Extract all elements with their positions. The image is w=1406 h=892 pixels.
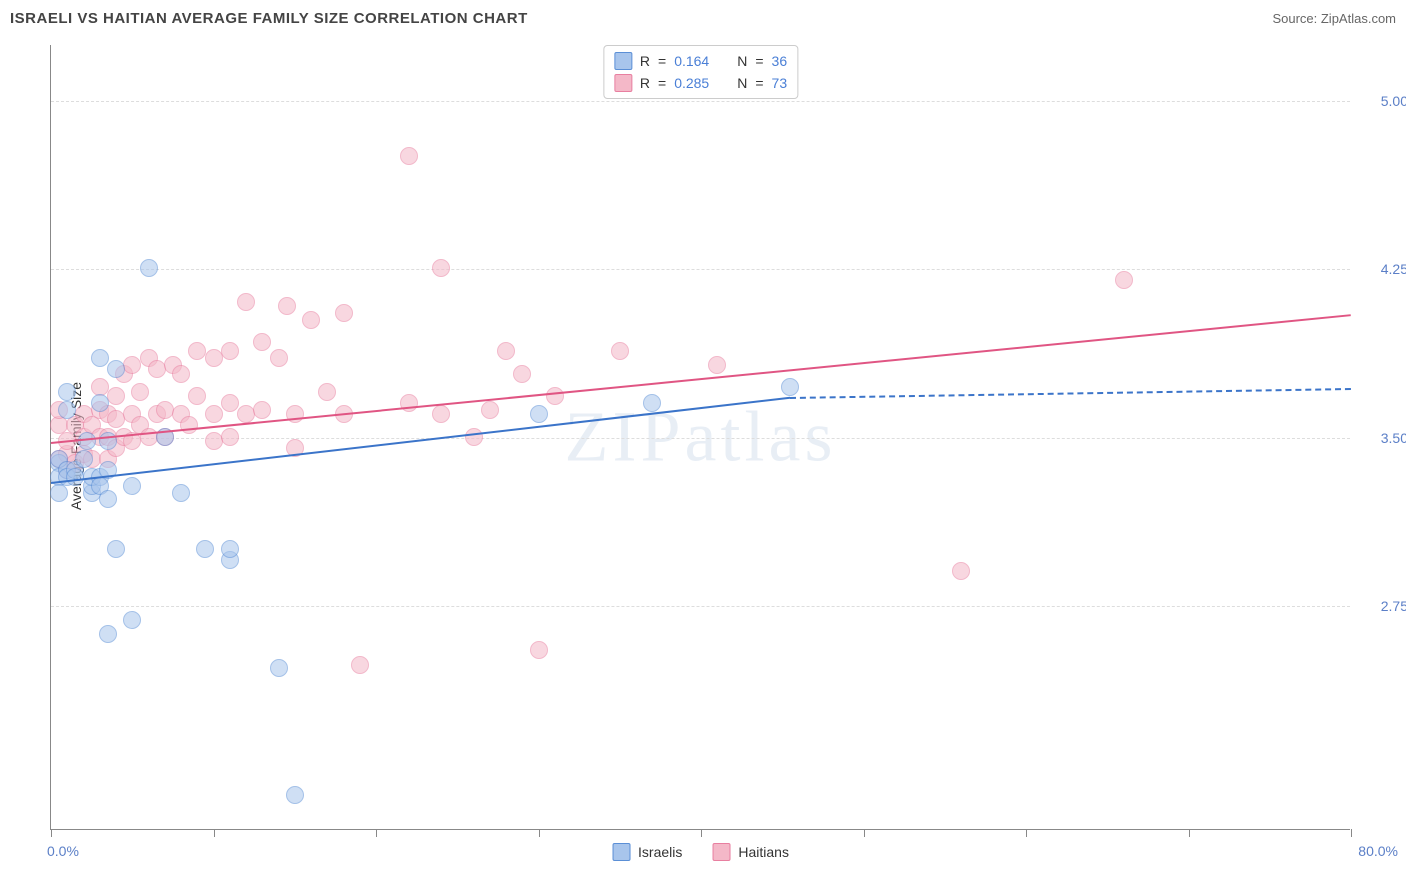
data-point-haitians (952, 562, 970, 580)
data-point-israelis (75, 450, 93, 468)
data-point-haitians (432, 259, 450, 277)
data-point-israelis (91, 349, 109, 367)
data-point-israelis (107, 360, 125, 378)
legend-stats-row-haitians: R = 0.285 N = 73 (614, 72, 787, 94)
y-tick-label: 4.25 (1358, 261, 1406, 277)
y-tick-label: 5.00 (1358, 93, 1406, 109)
data-point-israelis (530, 405, 548, 423)
data-point-haitians (180, 416, 198, 434)
r-value-israelis: 0.164 (674, 50, 709, 72)
legend-label-haitians: Haitians (738, 844, 789, 860)
data-point-haitians (318, 383, 336, 401)
x-tick (51, 829, 52, 837)
data-point-israelis (286, 786, 304, 804)
r-value-haitians: 0.285 (674, 72, 709, 94)
swatch-israelis (614, 52, 632, 70)
data-point-haitians (237, 293, 255, 311)
data-point-haitians (432, 405, 450, 423)
swatch-haitians (614, 74, 632, 92)
n-value-israelis: 36 (772, 50, 788, 72)
trendline-haitians (51, 314, 1351, 444)
data-point-israelis (221, 540, 239, 558)
gridline-h (51, 101, 1350, 102)
data-point-haitians (270, 349, 288, 367)
x-tick (701, 829, 702, 837)
data-point-haitians (708, 356, 726, 374)
data-point-haitians (1115, 271, 1133, 289)
data-point-haitians (611, 342, 629, 360)
data-point-haitians (221, 428, 239, 446)
n-label: N (737, 50, 747, 72)
x-tick (864, 829, 865, 837)
data-point-israelis (99, 490, 117, 508)
scatter-plot: ZIPatlas R = 0.164 N = 36 R = 0.285 N = … (50, 45, 1350, 830)
legend-item-haitians: Haitians (712, 843, 789, 861)
gridline-h (51, 606, 1350, 607)
chart-title: ISRAELI VS HAITIAN AVERAGE FAMILY SIZE C… (10, 10, 528, 27)
legend-stats-row-israelis: R = 0.164 N = 36 (614, 50, 787, 72)
legend-label-israelis: Israelis (638, 844, 682, 860)
y-tick-label: 2.75 (1358, 598, 1406, 614)
data-point-israelis (107, 540, 125, 558)
data-point-haitians (205, 405, 223, 423)
data-point-haitians (221, 394, 239, 412)
n-value-haitians: 73 (772, 72, 788, 94)
x-tick (1351, 829, 1352, 837)
data-point-haitians (221, 342, 239, 360)
data-point-israelis (50, 484, 68, 502)
trendline-israelis-dashed (790, 388, 1351, 399)
data-point-haitians (400, 147, 418, 165)
x-tick (1026, 829, 1027, 837)
data-point-israelis (196, 540, 214, 558)
legend-stats-box: R = 0.164 N = 36 R = 0.285 N = 73 (603, 45, 798, 99)
data-point-israelis (643, 394, 661, 412)
data-point-haitians (351, 656, 369, 674)
swatch-israelis-icon (612, 843, 630, 861)
data-point-haitians (172, 365, 190, 383)
data-point-israelis (781, 378, 799, 396)
data-point-israelis (58, 401, 76, 419)
data-point-israelis (123, 611, 141, 629)
y-tick-label: 3.50 (1358, 430, 1406, 446)
x-tick (376, 829, 377, 837)
data-point-israelis (172, 484, 190, 502)
data-point-haitians (107, 387, 125, 405)
data-point-haitians (481, 401, 499, 419)
data-point-haitians (302, 311, 320, 329)
data-point-haitians (253, 401, 271, 419)
legend-item-israelis: Israelis (612, 843, 682, 861)
bottom-legend: Israelis Haitians (612, 843, 789, 861)
gridline-h (51, 269, 1350, 270)
data-point-haitians (335, 304, 353, 322)
data-point-israelis (99, 625, 117, 643)
data-point-haitians (188, 387, 206, 405)
data-point-haitians (497, 342, 515, 360)
r-label: R (640, 50, 650, 72)
x-axis-start-label: 0.0% (47, 843, 79, 859)
data-point-israelis (270, 659, 288, 677)
x-tick (1189, 829, 1190, 837)
data-point-haitians (253, 333, 271, 351)
data-point-haitians (131, 383, 149, 401)
x-tick (214, 829, 215, 837)
data-point-haitians (513, 365, 531, 383)
data-point-israelis (91, 394, 109, 412)
data-point-israelis (58, 383, 76, 401)
x-tick (539, 829, 540, 837)
swatch-haitians-icon (712, 843, 730, 861)
data-point-israelis (123, 477, 141, 495)
gridline-h (51, 438, 1350, 439)
x-axis-end-label: 80.0% (1358, 843, 1398, 859)
data-point-haitians (156, 401, 174, 419)
data-point-haitians (465, 428, 483, 446)
data-point-haitians (278, 297, 296, 315)
data-point-haitians (530, 641, 548, 659)
data-point-haitians (546, 387, 564, 405)
source-label: Source: ZipAtlas.com (1272, 11, 1396, 26)
data-point-israelis (140, 259, 158, 277)
